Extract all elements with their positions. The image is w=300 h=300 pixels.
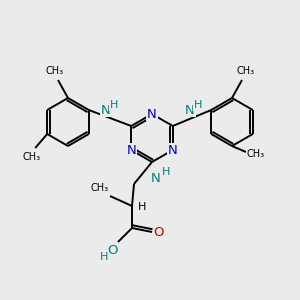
Text: H: H: [100, 252, 108, 262]
Text: N: N: [151, 172, 161, 184]
Text: CH₃: CH₃: [46, 66, 64, 76]
Text: N: N: [168, 143, 178, 157]
Text: O: O: [108, 244, 118, 257]
Text: CH₃: CH₃: [22, 152, 40, 162]
Text: N: N: [185, 103, 195, 116]
Text: CH₃: CH₃: [237, 66, 255, 76]
Text: H: H: [162, 167, 170, 177]
Text: H: H: [138, 202, 146, 212]
Text: CH₃: CH₃: [247, 149, 265, 159]
Text: N: N: [101, 103, 111, 116]
Text: H: H: [110, 100, 118, 110]
Text: H: H: [194, 100, 202, 110]
Text: CH₃: CH₃: [91, 183, 109, 193]
Text: N: N: [147, 107, 157, 121]
Text: O: O: [154, 226, 164, 238]
Text: N: N: [126, 143, 136, 157]
